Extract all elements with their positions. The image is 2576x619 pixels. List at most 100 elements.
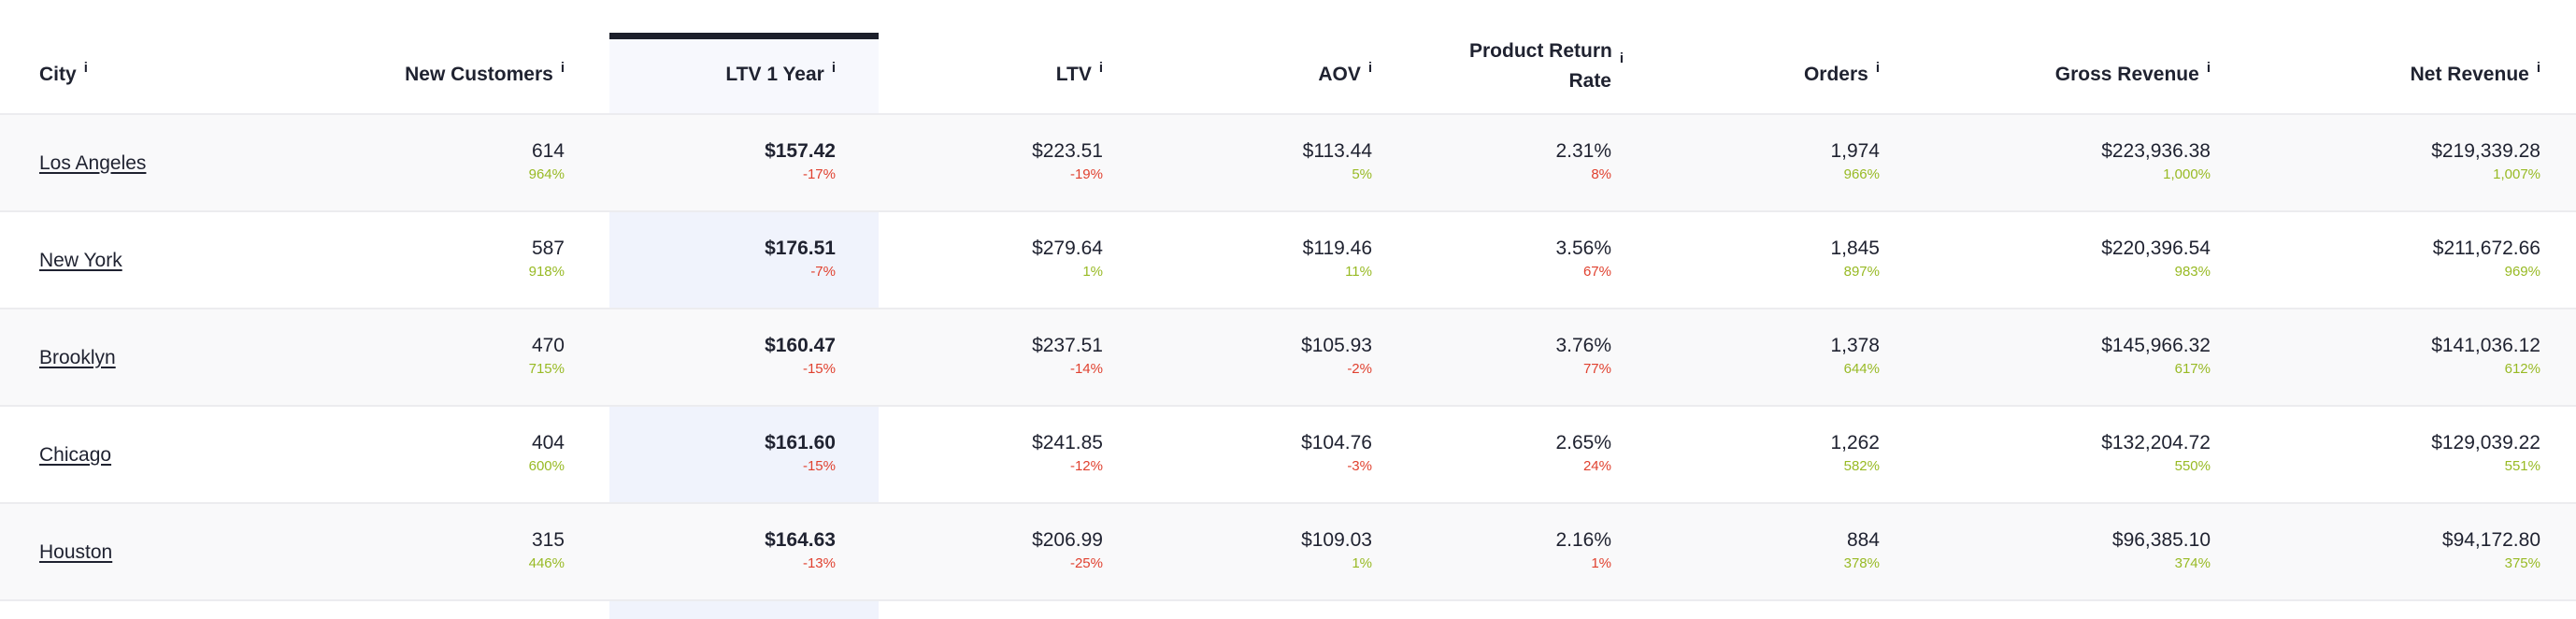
info-icon[interactable]: i xyxy=(1367,60,1372,76)
cell-ltv: $206.99 -25% xyxy=(1032,529,1103,571)
cell-net-revenue: $129,039.22 551% xyxy=(2431,432,2540,474)
cell-value: $223,936.38 xyxy=(2101,140,2211,162)
column-header-label: Product Return xyxy=(1468,40,1612,62)
cell-orders: 884 378% xyxy=(1844,529,1880,571)
cell-delta: 24% xyxy=(1582,458,1611,474)
cell-value: $129,039.22 xyxy=(2431,432,2540,453)
cell-product-return-rate: 3.76% 77% xyxy=(1555,335,1611,377)
cell-value: $94,172.80 xyxy=(2441,529,2540,551)
cell-value: 3.56% xyxy=(1555,238,1611,259)
cell-value: 2.65% xyxy=(1555,432,1611,453)
cell-value: $104.76 xyxy=(1301,432,1372,453)
cell-value: 1,974 xyxy=(1830,140,1880,162)
column-header-orders[interactable]: Orders i xyxy=(1804,60,1880,86)
info-icon[interactable]: i xyxy=(2206,60,2211,76)
cell-delta: 897% xyxy=(1843,264,1880,280)
cell-value: $109.03 xyxy=(1301,529,1372,551)
column-header-product-return-rate[interactable]: Product Return i Rate xyxy=(1468,37,1624,95)
column-header-label: City xyxy=(39,64,77,85)
column-header-aov[interactable]: AOV i xyxy=(1318,60,1372,86)
cell-delta: -19% xyxy=(1069,166,1103,182)
row-divider xyxy=(0,599,2576,601)
cell-delta: 77% xyxy=(1582,361,1611,377)
info-icon[interactable]: i xyxy=(2536,60,2540,76)
cell-delta: -12% xyxy=(1069,458,1103,474)
info-icon[interactable]: i xyxy=(1619,50,1624,66)
cell-value: $132,204.72 xyxy=(2101,432,2211,453)
selected-column-header-bg xyxy=(609,39,879,114)
row-divider xyxy=(0,405,2576,407)
cell-value: $206.99 xyxy=(1032,529,1103,551)
cell-value: $237.51 xyxy=(1032,335,1103,356)
cell-ltv-1-year: $157.42 -17% xyxy=(765,140,836,182)
cell-net-revenue: $141,036.12 612% xyxy=(2431,335,2540,377)
cell-ltv-1-year: $176.51 -7% xyxy=(765,238,836,280)
cell-aov: $105.93 -2% xyxy=(1301,335,1372,377)
cell-net-revenue: $94,172.80 375% xyxy=(2442,529,2540,571)
cell-delta: 1% xyxy=(1082,264,1103,280)
cell-delta: 983% xyxy=(2174,264,2211,280)
info-icon[interactable]: i xyxy=(83,60,88,76)
info-icon[interactable]: i xyxy=(1098,60,1103,76)
column-header-label: Net Revenue xyxy=(2410,64,2529,85)
cell-delta: 378% xyxy=(1843,555,1880,571)
cell-ltv: $241.85 -12% xyxy=(1032,432,1103,474)
cell-value: 2.31% xyxy=(1555,140,1611,162)
column-header-ltv-1-year[interactable]: LTV 1 Year i xyxy=(725,60,836,86)
info-icon[interactable]: i xyxy=(560,60,565,76)
cell-value: 884 xyxy=(1846,529,1880,551)
cell-gross-revenue: $223,936.38 1,000% xyxy=(2101,140,2211,182)
info-icon[interactable]: i xyxy=(1875,60,1880,76)
cell-value: 470 xyxy=(531,335,565,356)
row-divider xyxy=(0,308,2576,310)
city-link[interactable]: Brooklyn xyxy=(39,347,116,368)
cell-value: $164.63 xyxy=(765,529,836,551)
cell-gross-revenue: $132,204.72 550% xyxy=(2101,432,2211,474)
city-link[interactable]: Los Angeles xyxy=(39,152,147,174)
cell-product-return-rate: 2.65% 24% xyxy=(1555,432,1611,474)
column-header-new-customers[interactable]: New Customers i xyxy=(405,60,565,86)
cell-aov: $109.03 1% xyxy=(1301,529,1372,571)
cell-new-customers: 614 964% xyxy=(529,140,565,182)
cell-value: 1,262 xyxy=(1830,432,1880,453)
city-link[interactable]: Chicago xyxy=(39,444,112,466)
cell-value: $105.93 xyxy=(1301,335,1372,356)
cell-delta: 715% xyxy=(528,361,565,377)
cell-delta: -3% xyxy=(1347,458,1372,474)
column-header-label: LTV xyxy=(1055,64,1092,85)
cell-delta: -7% xyxy=(810,264,836,280)
city-link[interactable]: New York xyxy=(39,250,122,271)
cell-value: $96,385.10 xyxy=(2111,529,2211,551)
cell-ltv-1-year: $164.63 -13% xyxy=(765,529,836,571)
cell-value: $220,396.54 xyxy=(2101,238,2211,259)
cell-orders: 1,378 644% xyxy=(1830,335,1880,377)
cell-delta: 617% xyxy=(2174,361,2211,377)
column-header-label: New Customers xyxy=(405,64,553,85)
city-link[interactable]: Houston xyxy=(39,541,113,563)
cell-delta: 374% xyxy=(2174,555,2211,571)
info-icon[interactable]: i xyxy=(831,60,836,76)
cell-new-customers: 470 715% xyxy=(529,335,565,377)
cell-delta: -15% xyxy=(802,458,836,474)
cell-aov: $113.44 5% xyxy=(1303,140,1372,182)
cell-delta: 600% xyxy=(528,458,565,474)
column-header-city[interactable]: City i xyxy=(39,60,88,86)
cell-delta: 1,007% xyxy=(2493,166,2540,182)
cell-delta: -13% xyxy=(802,555,836,571)
column-header-ltv[interactable]: LTV i xyxy=(1055,60,1103,86)
cell-delta: 551% xyxy=(2504,458,2540,474)
cell-delta: 5% xyxy=(1352,166,1372,182)
column-header-net-revenue[interactable]: Net Revenue i xyxy=(2410,60,2540,86)
cell-delta: 67% xyxy=(1582,264,1611,280)
cell-product-return-rate: 2.31% 8% xyxy=(1555,140,1611,182)
cell-value: 3.76% xyxy=(1555,335,1611,356)
column-header-gross-revenue[interactable]: Gross Revenue i xyxy=(2055,60,2211,86)
cell-delta: 550% xyxy=(2174,458,2211,474)
cell-new-customers: 404 600% xyxy=(529,432,565,474)
cell-delta: 612% xyxy=(2504,361,2540,377)
cell-value: $145,966.32 xyxy=(2101,335,2211,356)
cell-gross-revenue: $96,385.10 374% xyxy=(2112,529,2211,571)
cell-value: 2.16% xyxy=(1555,529,1611,551)
cell-product-return-rate: 2.16% 1% xyxy=(1555,529,1611,571)
